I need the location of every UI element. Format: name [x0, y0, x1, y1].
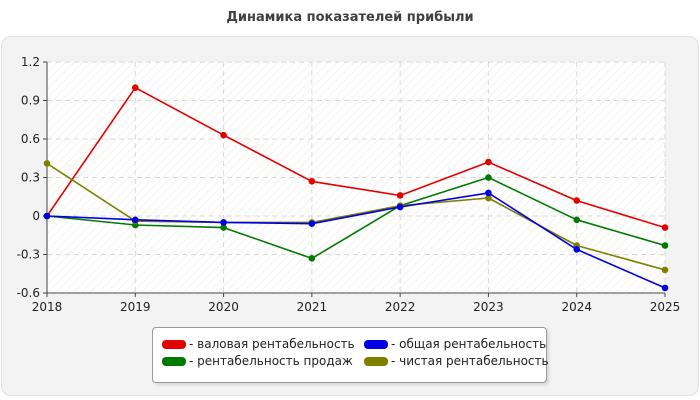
legend-swatch-sales — [162, 356, 186, 366]
x-tick-label: 2022 — [385, 300, 416, 314]
data-point-sales — [220, 224, 227, 231]
y-tick-label: 0.3 — [21, 171, 40, 185]
legend-label-gross: - валовая рентабельность — [189, 337, 355, 351]
chart-legend: - валовая рентабельность - общая рентабе… — [152, 327, 549, 383]
x-tick-label: 2024 — [561, 300, 592, 314]
x-tick-label: 2025 — [650, 300, 681, 314]
data-point-gross — [308, 178, 316, 185]
series-line-gross — [46, 86, 666, 229]
data-point-net — [485, 194, 492, 202]
data-point-sales — [661, 242, 669, 249]
legend-item-sales: - рентабельность продаж — [162, 354, 353, 368]
y-tick-label: 0.6 — [21, 132, 40, 146]
legend-swatch-net — [364, 356, 388, 366]
legend-label-net: - чистая рентабельность — [391, 354, 549, 368]
data-point-sales — [485, 174, 492, 181]
series-line-net — [46, 162, 666, 271]
data-point-total — [43, 212, 51, 220]
legend-label-total: - общая рентабельность — [391, 337, 547, 351]
data-point-gross — [220, 131, 227, 139]
data-point-sales — [308, 255, 316, 262]
chart-title: Динамика показателей прибыли — [226, 10, 474, 25]
legend-label-sales: - рентабельность продаж — [189, 354, 353, 368]
data-point-gross — [396, 192, 404, 199]
data-point-total — [396, 203, 404, 211]
y-tick-label: 0 — [32, 209, 40, 223]
data-point-net — [43, 160, 51, 167]
data-point-total — [661, 284, 669, 292]
y-tick-label: -0.3 — [17, 248, 40, 262]
legend-swatch-gross — [162, 339, 186, 349]
data-point-gross — [131, 84, 139, 91]
data-point-net — [661, 266, 669, 274]
data-point-gross — [485, 158, 492, 166]
data-point-total — [308, 220, 316, 227]
y-tick-label: 0.9 — [21, 94, 40, 108]
data-point-gross — [661, 224, 669, 231]
data-point-total — [573, 246, 581, 253]
data-point-total — [220, 219, 227, 226]
data-point-total — [485, 189, 492, 197]
legend-swatch-total — [364, 339, 388, 349]
x-tick-label: 2020 — [208, 300, 239, 314]
y-tick-label: -0.6 — [17, 286, 40, 300]
x-tick-label: 2019 — [120, 300, 151, 314]
legend-item-total: - общая рентабельность — [364, 337, 546, 351]
y-tick-label: 1.2 — [21, 55, 40, 69]
x-tick-label: 2021 — [297, 300, 328, 314]
x-tick-label: 2018 — [32, 300, 63, 314]
series-line-total — [46, 192, 666, 289]
data-point-total — [131, 216, 139, 224]
data-point-gross — [573, 197, 581, 204]
x-tick-label: 2023 — [473, 300, 504, 314]
legend-item-gross: - валовая рентабельность — [162, 337, 355, 351]
data-point-sales — [573, 216, 581, 224]
series-line-sales — [46, 176, 666, 260]
legend-item-net: - чистая рентабельность — [364, 354, 549, 368]
